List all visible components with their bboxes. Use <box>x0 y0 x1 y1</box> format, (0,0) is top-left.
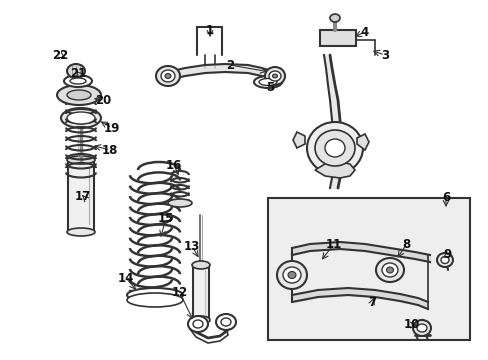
Ellipse shape <box>314 130 354 166</box>
Ellipse shape <box>187 316 207 332</box>
Bar <box>319 30 355 46</box>
Ellipse shape <box>276 261 306 289</box>
Ellipse shape <box>283 267 301 283</box>
Ellipse shape <box>67 64 85 78</box>
Ellipse shape <box>253 76 282 88</box>
Ellipse shape <box>268 71 281 81</box>
Text: 17: 17 <box>75 189 91 202</box>
Text: 15: 15 <box>158 212 174 225</box>
Text: 22: 22 <box>52 49 68 62</box>
Ellipse shape <box>375 258 403 282</box>
Text: 16: 16 <box>165 158 182 171</box>
Polygon shape <box>356 134 368 150</box>
Text: 10: 10 <box>403 319 419 332</box>
Ellipse shape <box>193 320 203 328</box>
Polygon shape <box>292 132 305 148</box>
Ellipse shape <box>386 267 393 273</box>
Ellipse shape <box>412 320 430 336</box>
Text: 3: 3 <box>380 49 388 62</box>
Text: 1: 1 <box>205 23 214 36</box>
Bar <box>267 198 469 340</box>
Ellipse shape <box>64 75 92 87</box>
Ellipse shape <box>272 74 277 78</box>
Ellipse shape <box>381 263 397 277</box>
Text: 6: 6 <box>441 190 449 203</box>
Ellipse shape <box>329 14 339 22</box>
Text: 14: 14 <box>118 271 134 284</box>
Ellipse shape <box>61 108 101 128</box>
Ellipse shape <box>264 67 285 85</box>
Text: 13: 13 <box>183 239 200 252</box>
Ellipse shape <box>216 314 236 330</box>
Ellipse shape <box>67 112 95 124</box>
Text: 19: 19 <box>103 122 120 135</box>
Ellipse shape <box>287 271 295 279</box>
Ellipse shape <box>127 288 183 302</box>
Text: 11: 11 <box>325 238 342 251</box>
Text: 7: 7 <box>367 297 375 310</box>
Ellipse shape <box>67 90 91 100</box>
Polygon shape <box>314 162 354 178</box>
Ellipse shape <box>67 156 95 164</box>
Bar <box>68 160 94 232</box>
Text: 20: 20 <box>95 94 111 107</box>
Ellipse shape <box>70 78 86 84</box>
Ellipse shape <box>306 122 362 174</box>
Text: 21: 21 <box>70 67 86 80</box>
Ellipse shape <box>57 85 101 105</box>
Text: 4: 4 <box>360 26 368 39</box>
Ellipse shape <box>168 199 192 207</box>
Ellipse shape <box>127 293 183 307</box>
Text: 5: 5 <box>265 81 274 94</box>
Text: 12: 12 <box>171 287 188 300</box>
Ellipse shape <box>325 139 345 157</box>
Text: 2: 2 <box>225 59 234 72</box>
Text: 9: 9 <box>442 248 450 261</box>
Ellipse shape <box>416 324 426 332</box>
Ellipse shape <box>436 253 452 267</box>
Ellipse shape <box>259 78 276 86</box>
Ellipse shape <box>164 73 171 78</box>
Text: 8: 8 <box>401 239 409 252</box>
Ellipse shape <box>67 228 95 236</box>
Bar <box>193 265 208 320</box>
Ellipse shape <box>192 316 209 324</box>
Text: 18: 18 <box>102 144 118 157</box>
Ellipse shape <box>440 256 448 264</box>
Ellipse shape <box>161 70 175 82</box>
Ellipse shape <box>221 318 230 326</box>
Ellipse shape <box>192 261 209 269</box>
Ellipse shape <box>156 66 180 86</box>
